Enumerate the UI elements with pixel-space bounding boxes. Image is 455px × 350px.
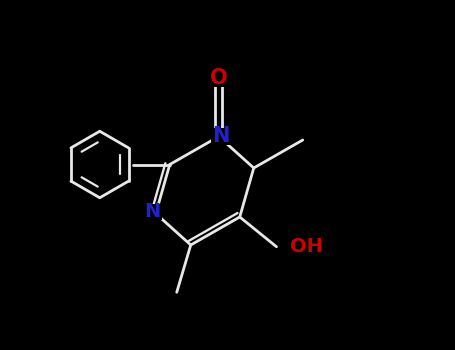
Text: N: N: [144, 202, 160, 221]
Bar: [211, 128, 230, 145]
Text: O: O: [210, 68, 228, 88]
Text: OH: OH: [290, 237, 323, 256]
Bar: [210, 71, 228, 87]
Bar: [281, 239, 303, 255]
Bar: [142, 204, 162, 220]
Text: N: N: [212, 126, 229, 147]
